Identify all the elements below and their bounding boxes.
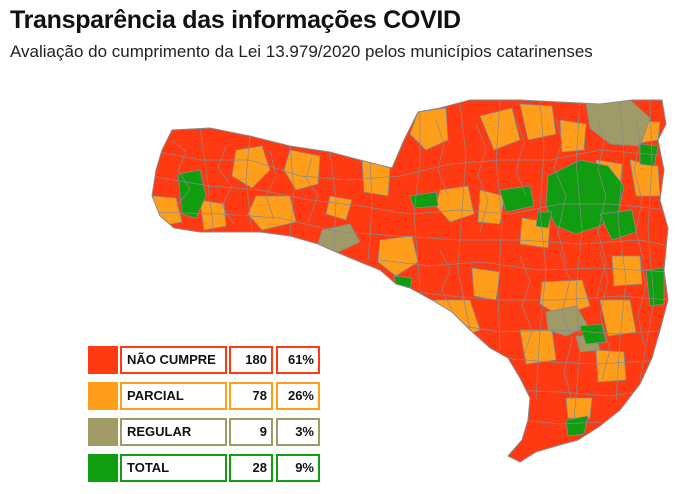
legend-swatch bbox=[88, 382, 118, 410]
legend-swatch bbox=[88, 418, 118, 446]
legend-percent: 9% bbox=[276, 454, 320, 482]
state-shape bbox=[152, 100, 668, 462]
legend-percent: 3% bbox=[276, 418, 320, 446]
legend-label: NÃO CUMPRE bbox=[120, 346, 227, 374]
legend-count: 78 bbox=[229, 382, 273, 410]
page-subtitle: Avaliação do cumprimento da Lei 13.979/2… bbox=[10, 42, 593, 61]
municipal-boundaries bbox=[152, 100, 668, 425]
legend-swatch bbox=[88, 454, 118, 482]
legend-count: 180 bbox=[229, 346, 273, 374]
legend-percent: 26% bbox=[276, 382, 320, 410]
legend-count: 28 bbox=[229, 454, 273, 482]
legend-label: REGULAR bbox=[120, 418, 227, 446]
total-municipalities bbox=[177, 143, 665, 437]
legend-label: TOTAL bbox=[120, 454, 227, 482]
legend-percent: 61% bbox=[276, 346, 320, 374]
legend-swatch bbox=[88, 346, 118, 374]
legend-label: PARCIAL bbox=[120, 382, 227, 410]
legend-count: 9 bbox=[229, 418, 273, 446]
state-outline bbox=[151, 99, 669, 463]
page-title: Transparência das informações COVID bbox=[10, 6, 461, 34]
